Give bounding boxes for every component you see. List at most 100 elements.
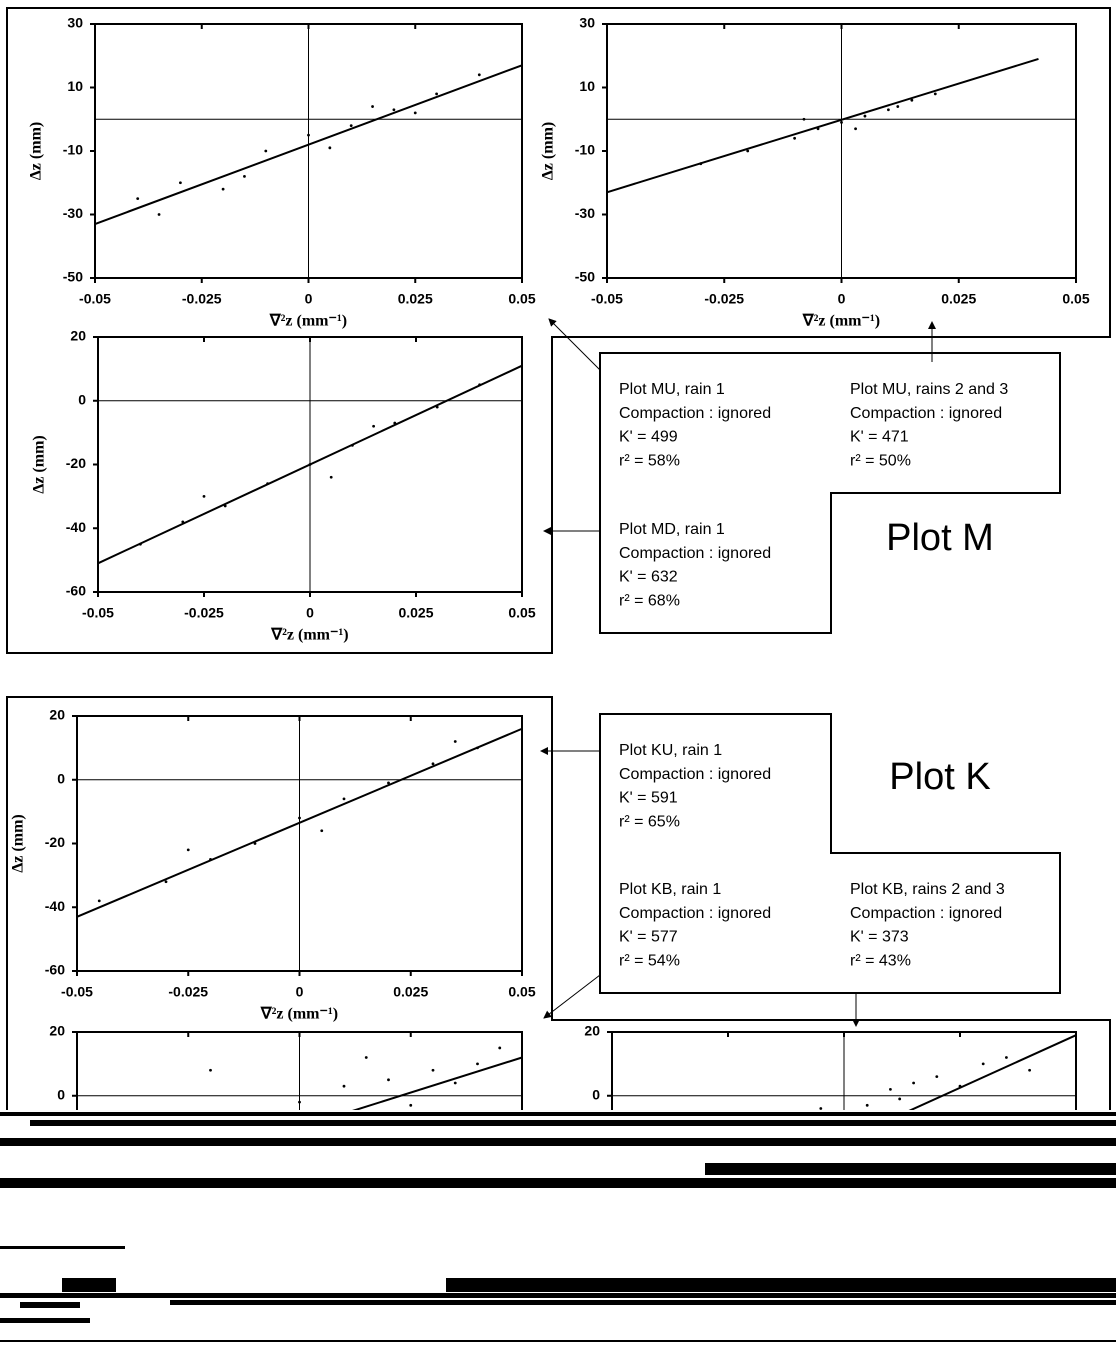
x-tick-label: 0.05 <box>508 291 535 307</box>
point <box>889 1087 892 1091</box>
point <box>179 181 182 185</box>
point <box>164 880 168 884</box>
point <box>863 114 867 118</box>
x-tick-label: -0.05 <box>61 984 93 1000</box>
panel-text: Plot MU, rain 1 <box>619 381 725 398</box>
x-tick-label: 0 <box>296 984 304 1000</box>
point <box>431 1068 435 1072</box>
panel-text: Plot MD, rain 1 <box>619 521 725 538</box>
x-tick-label: 0.05 <box>508 984 535 1000</box>
y-tick-label: 30 <box>579 15 595 31</box>
panel-text: Compaction : ignored <box>850 905 1002 922</box>
y-tick-label: 20 <box>70 328 86 344</box>
point <box>298 1100 301 1104</box>
x-axis-label: ∇²z (mm⁻¹) <box>260 1006 338 1023</box>
panel-text: K' = 577 <box>619 929 678 946</box>
y-tick-label: -10 <box>575 142 595 158</box>
point <box>209 1068 212 1072</box>
y-tick-label: 20 <box>49 1023 65 1039</box>
panel-text: Plot MU, rains 2 and 3 <box>850 381 1008 398</box>
panel-text: r² = 68% <box>619 592 680 609</box>
point <box>476 1062 479 1066</box>
x-axis-label: ∇²z (mm⁻¹) <box>270 627 348 644</box>
point <box>793 136 796 140</box>
point <box>186 848 190 852</box>
corrupted-band <box>0 1318 90 1323</box>
fit-line <box>352 1056 523 1110</box>
corrupted-band <box>0 1138 1116 1146</box>
panel-text: r² = 50% <box>850 452 911 469</box>
point <box>435 92 438 96</box>
y-tick-label: -50 <box>63 269 83 285</box>
panel-text: r² = 58% <box>619 452 680 469</box>
panel-text: Compaction : ignored <box>619 405 771 422</box>
y-tick-label: 10 <box>67 78 83 94</box>
x-tick-label: -0.05 <box>591 291 623 307</box>
x-tick-label: 0.05 <box>1062 291 1089 307</box>
charts: -50 -30 -10 10 30 -0.05 -0.025 0 0.025 0.05 ∇²z (m… <box>10 15 1090 1110</box>
y-axis-label: Δz (mm) <box>28 122 45 180</box>
arrow <box>548 318 601 371</box>
corrupted-band <box>0 1246 125 1249</box>
x-tick-label: 0.025 <box>393 984 428 1000</box>
y-tick-label: 10 <box>579 78 595 94</box>
point <box>413 111 417 115</box>
y-tick-label: -40 <box>66 519 86 535</box>
y-tick-label: 0 <box>57 770 65 786</box>
point <box>912 1081 915 1085</box>
point <box>1005 1056 1008 1059</box>
corrupted-band <box>170 1300 1116 1305</box>
point <box>865 1103 869 1107</box>
point <box>307 133 310 137</box>
fit-line <box>606 57 1039 194</box>
point <box>298 816 301 820</box>
panel-text: K' = 499 <box>619 429 678 446</box>
point <box>371 105 374 108</box>
point <box>477 73 481 77</box>
y-axis-label: Δz (mm) <box>540 122 557 180</box>
y-axis-label: Δz (mm) <box>31 435 48 493</box>
y-tick-label: -50 <box>575 269 595 285</box>
point <box>264 149 268 153</box>
panel-text: r² = 43% <box>850 952 911 969</box>
corrupted-region <box>0 1112 1116 1342</box>
panel-text: Compaction : ignored <box>850 405 1002 422</box>
corrupted-band <box>0 1178 1116 1188</box>
y-tick-label: -60 <box>66 583 86 599</box>
point <box>453 740 457 743</box>
panel-text: K' = 632 <box>619 569 678 586</box>
panel-text: Plot KU, rain 1 <box>619 742 722 759</box>
panel-text: Compaction : ignored <box>619 766 771 783</box>
x-tick-label: -0.05 <box>79 291 111 307</box>
point <box>840 121 843 124</box>
x-axis-label: ∇²z (mm⁻¹) <box>269 313 347 330</box>
point <box>935 1075 939 1079</box>
point <box>431 762 435 766</box>
point <box>320 829 324 833</box>
chart: -60 -40 -20 0 20 -0.05 -0.025 0 0.025 0.05 ∇²z (mm… <box>31 328 536 644</box>
panel-text: r² = 65% <box>619 813 680 830</box>
x-tick-label: -0.05 <box>82 605 114 621</box>
y-tick-label: -20 <box>66 455 86 471</box>
point <box>97 899 101 903</box>
point <box>136 197 140 201</box>
panel-box-m <box>599 352 1061 634</box>
y-tick-label: -60 <box>45 962 65 978</box>
y-tick-label: 20 <box>584 1023 600 1039</box>
point <box>221 187 225 191</box>
point <box>387 1078 390 1082</box>
point <box>409 1103 413 1107</box>
panel-text: Plot KB, rains 2 and 3 <box>850 881 1005 898</box>
fit-line <box>76 727 523 918</box>
point <box>498 1046 502 1050</box>
panel-text: Compaction : ignored <box>619 545 771 562</box>
y-tick-label: -10 <box>63 142 83 158</box>
point <box>1028 1068 1031 1072</box>
x-tick-label: -0.025 <box>704 291 744 307</box>
point <box>243 175 246 178</box>
panel-box-k <box>599 713 1061 994</box>
point <box>896 105 900 108</box>
plot-label: Plot K <box>889 756 990 798</box>
corrupted-band <box>705 1163 1116 1175</box>
